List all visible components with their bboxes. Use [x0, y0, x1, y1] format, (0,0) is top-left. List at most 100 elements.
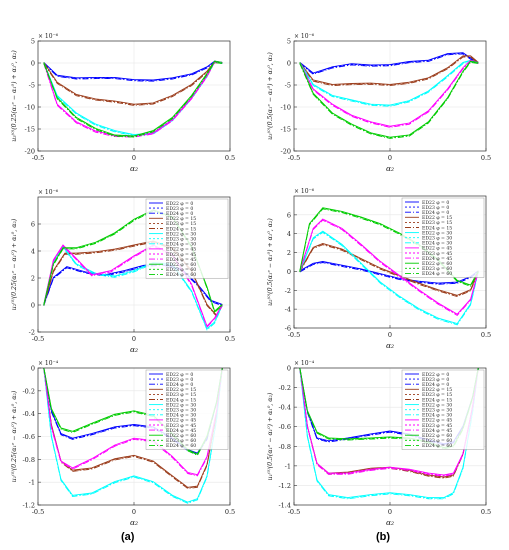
- x-tick-label: 0: [388, 508, 392, 516]
- y-tick-label: 2: [31, 275, 35, 283]
- series-line-1-1: [299, 55, 479, 86]
- legend-box: [401, 369, 485, 450]
- caption-a: (a): [121, 531, 135, 543]
- x-tick-label: -0.5: [288, 331, 301, 339]
- legend-box: [145, 369, 229, 450]
- y-tick-label: -0.4: [278, 404, 291, 412]
- legend-label: ED22 φ = 60: [166, 262, 196, 268]
- legend-label: ED23 φ = 30: [422, 408, 452, 414]
- legend-label: ED24 φ = 60: [166, 272, 196, 278]
- series-line-3-1: [43, 61, 223, 137]
- axis-exponent: × 10⁻⁴: [294, 360, 315, 367]
- series-line-2-2: [43, 368, 223, 504]
- y-tick-label: -1: [29, 479, 35, 487]
- series-line-3-2: [299, 368, 479, 477]
- legend-label: ED22 φ = 0: [422, 372, 449, 378]
- x-tick-label: 0: [132, 335, 136, 343]
- y-tick-label: 4: [31, 248, 35, 256]
- series-line-4-0: [43, 209, 223, 312]
- legend-label: ED24 φ = 45: [166, 428, 196, 434]
- series-line-3-2: [43, 245, 223, 329]
- series-line-2-1: [43, 246, 223, 331]
- x-axis-label: α₂: [130, 518, 138, 527]
- y-tick-label: -10: [25, 104, 35, 112]
- series-line-4-2: [43, 210, 223, 314]
- series-line-3-2: [299, 60, 479, 128]
- series-group: [43, 209, 223, 331]
- x-tick-label: -0.5: [32, 335, 45, 343]
- axis-exponent: × 10⁻⁶: [38, 189, 59, 196]
- series-line-0-0: [43, 60, 223, 81]
- series-line-1-0: [299, 55, 479, 85]
- series-line-0-1: [43, 61, 223, 82]
- y-tick-label: 5: [31, 38, 35, 46]
- legend-label: ED22 φ = 0: [422, 200, 449, 206]
- x-axis-label: α₂: [386, 164, 394, 173]
- series-line-3-2: [43, 368, 223, 477]
- legend-label: ED22 φ = 45: [166, 247, 196, 253]
- y-tick-label: -15: [25, 126, 35, 134]
- y-tick-label: 0: [287, 268, 291, 276]
- legend-label: ED24 φ = 45: [166, 257, 196, 263]
- series-line-3-2: [299, 219, 479, 316]
- legend-label: ED22 φ = 30: [422, 230, 452, 236]
- x-tick-label: 0: [388, 154, 392, 162]
- legend-label: ED23 φ = 15: [166, 221, 196, 227]
- series-line-3-1: [43, 368, 223, 476]
- y-tick-label: -0.6: [278, 423, 291, 431]
- y-tick-label: -20: [25, 148, 35, 156]
- axis-exponent: × 10⁻⁶: [294, 33, 315, 40]
- series-line-0-2: [43, 368, 223, 455]
- y-tick-label: -1.2: [22, 502, 35, 510]
- legend-label: ED24 φ = 15: [422, 225, 452, 231]
- legend-label: ED23 φ = 0: [422, 205, 449, 211]
- series-line-0-2: [299, 53, 479, 75]
- legend-box: [401, 197, 485, 278]
- x-tick-label: -0.5: [32, 154, 45, 162]
- series-line-2-2: [299, 231, 479, 326]
- axis-exponent: × 10⁻⁶: [294, 188, 315, 195]
- y-axis-label: u₂⁽⁰⁾(0.5(α₁ᵉ − α₁⁰) + α₁⁰, α₂): [267, 218, 274, 306]
- series-line-2-1: [299, 231, 479, 325]
- legend-label: ED24 φ = 30: [422, 241, 452, 247]
- x-tick-label: 0: [132, 154, 136, 162]
- x-axis-label: α₂: [386, 341, 394, 350]
- chart-panel-a-bot: -1.2 -1 -0.8 -0.6 -0.4 -0.2 0 -0.5 0 0.5 × 10⁻⁴ α₂ u…: [11, 360, 235, 527]
- chart-panel-a-mid: -2 0 2 4 6 -0.5 0 0.5 × 10⁻⁶ α₂ u₂⁽⁰⁾(0.25(α₁ᵉ − α…: [11, 189, 235, 354]
- y-tick-label: -0.8: [278, 443, 291, 451]
- axis-exponent: × 10⁻⁶: [38, 33, 59, 40]
- legend-label: ED22 φ = 0: [166, 372, 193, 378]
- chart-panel-b-top: -20 -15 -10 -5 0 5 -0.5 0 0.5 × 10⁻⁶ α₂ u₃⁽⁰⁾(0.5(α…: [267, 33, 491, 173]
- y-tick-label: 4: [287, 230, 291, 238]
- legend-label: ED24 φ = 45: [422, 428, 452, 434]
- x-tick-label: 0.5: [225, 335, 235, 343]
- series-line-1-0: [43, 61, 223, 105]
- series-line-0-1: [299, 261, 479, 285]
- legend-label: ED22 φ = 60: [422, 261, 452, 267]
- legend-label: ED22 φ = 15: [166, 216, 196, 222]
- y-tick-label: -0.6: [22, 433, 35, 441]
- series-line-0-0: [299, 52, 479, 74]
- x-axis-label: α₂: [130, 345, 138, 354]
- series-line-3-1: [299, 219, 479, 316]
- legend-label: ED23 φ = 45: [422, 251, 452, 257]
- series-line-4-1: [299, 207, 479, 287]
- series-line-4-1: [299, 368, 479, 449]
- y-axis-label: u₃⁽⁰⁾(0.5(α₁ᵉ − α₁⁰) + α₁⁰, α₂): [267, 52, 274, 140]
- y-tick-label: -6: [285, 325, 291, 333]
- series-line-2-0: [299, 59, 479, 106]
- y-tick-label: -0.4: [22, 410, 35, 418]
- legend-label: ED24 φ = 60: [422, 443, 452, 449]
- y-tick-label: 0: [287, 365, 291, 373]
- legend-label: ED23 φ = 0: [422, 377, 449, 383]
- x-tick-label: -0.5: [288, 154, 301, 162]
- legend-label: ED24 φ = 15: [166, 226, 196, 232]
- series-line-0-1: [299, 368, 479, 445]
- chart-panel-b-bot: -1.4 -1.2 -1 -0.8 -0.6 -0.4 -0.2 0 -0.5 0 0.5 × 10⁻…: [267, 360, 491, 527]
- legend-label: ED22 φ = 30: [166, 231, 196, 237]
- legend-label: ED22 φ = 15: [166, 387, 196, 393]
- y-axis-label: u₁⁽⁰⁾(0.25(α₁ᵉ − α₁⁰) + α₁⁰, α₂): [11, 390, 18, 482]
